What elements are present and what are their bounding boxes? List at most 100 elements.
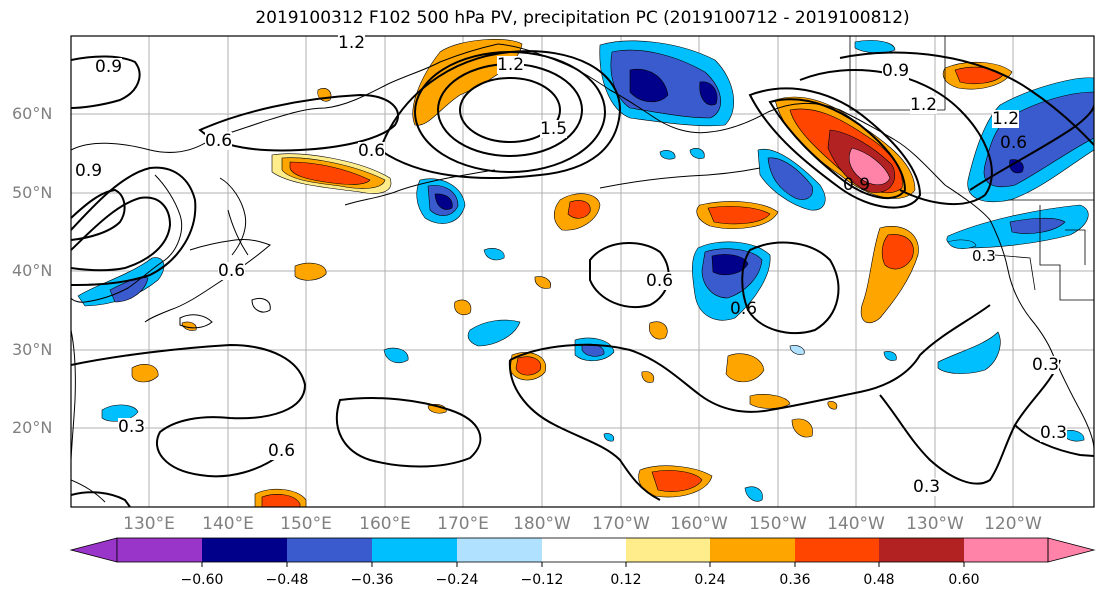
precip-shade: [454, 299, 472, 316]
lat-label: 20°N: [12, 418, 53, 437]
precip-shade: [649, 321, 668, 340]
plot-frame: [70, 35, 1095, 508]
pv-contour: [879, 359, 1061, 485]
precip-shade: [789, 345, 805, 355]
precip-shade: [749, 394, 791, 409]
map-title: 2019100312 F102 500 hPa PV, precipitatio…: [255, 8, 910, 28]
colorbar-tick-label: 0.12: [610, 572, 642, 588]
lon-label: 160°E: [359, 514, 411, 534]
precip-shade: [659, 150, 676, 160]
contour-label: 0.6: [358, 141, 386, 161]
coastlines: [71, 43, 1094, 503]
precip-shade: [711, 254, 749, 276]
contour-label: 1.5: [540, 119, 568, 139]
contour-label: 1.2: [910, 95, 938, 115]
pv-contour: [799, 69, 993, 206]
contour-label: 0.3: [913, 477, 941, 497]
pv-contour: [509, 304, 991, 413]
contour-label: 0.3: [972, 247, 996, 265]
precip-shade: [848, 147, 891, 186]
coastline: [144, 239, 271, 323]
pv-contour: [71, 188, 126, 241]
colorbar-segment: [117, 538, 202, 562]
contour-label: 1.2: [497, 55, 525, 75]
precip-negative-areas: [77, 40, 1094, 502]
pv-contour: [768, 98, 907, 199]
precip-shade: [534, 276, 551, 289]
pv-contour: [71, 491, 131, 507]
precip-shade: [1009, 217, 1066, 234]
lat-label: 30°N: [12, 340, 53, 359]
pv-contour: [198, 93, 400, 152]
lon-label: 160°W: [670, 514, 728, 534]
precip-shade: [629, 68, 669, 103]
colorbar-segment: [372, 538, 457, 562]
precip-shade: [289, 161, 371, 185]
pv-contour: [459, 77, 561, 143]
precip-shade: [641, 371, 655, 383]
colorbar-segment: [795, 538, 879, 562]
coastline: [71, 43, 499, 153]
coastline: [71, 329, 76, 461]
contour-label: 0.6: [1000, 133, 1028, 153]
precip-shade: [937, 331, 1001, 374]
precip-shade: [699, 81, 718, 106]
colorbar-extend-high: [1047, 537, 1096, 563]
colorbar-tick-label: −0.48: [265, 572, 309, 588]
coastline: [219, 177, 247, 256]
pv-contour: [71, 196, 172, 272]
contour-label: 0.9: [75, 161, 103, 181]
lon-label: 130°W: [906, 514, 964, 534]
pv-contour: [335, 397, 482, 468]
precip-shade: [515, 356, 542, 376]
colorbar-extend-low: [69, 537, 118, 563]
coastline: [344, 169, 496, 206]
contour-label: 0.9: [95, 57, 123, 77]
colorbar-tick-label: −0.60: [180, 572, 224, 588]
precip-shade: [483, 248, 505, 261]
colorbar: [69, 537, 1096, 567]
lon-label: 130°E: [123, 514, 175, 534]
precip-shade: [109, 277, 149, 303]
coastline: [71, 479, 106, 503]
pv-contour: [969, 104, 1094, 191]
pv-contour: [508, 359, 661, 501]
lon-label: 140°W: [827, 514, 885, 534]
colorbar-tick-label: 0.60: [948, 572, 980, 588]
lat-label: 40°N: [12, 261, 53, 280]
contour-label: 0.3: [1040, 423, 1068, 443]
colorbar-tick-label: 0.48: [863, 572, 895, 588]
colorbar-frame: [116, 537, 1049, 563]
contour-label: 0.9: [843, 175, 871, 195]
coastline: [599, 167, 761, 189]
precip-positive-areas: [131, 39, 1013, 507]
precip-shade: [603, 433, 615, 442]
lat-label: 50°N: [12, 183, 53, 202]
precip-shade: [854, 40, 896, 54]
precip-shade: [651, 470, 703, 492]
precip-shade: [467, 319, 521, 347]
precip-shade: [383, 347, 409, 363]
colorbar-segment: [457, 538, 542, 562]
contour-label: 1.2: [992, 109, 1020, 129]
precip-shade: [791, 418, 813, 438]
pv-contour: [748, 87, 922, 209]
contour-label: 0.6: [646, 271, 674, 291]
precip-shade: [767, 157, 813, 200]
precip-shade: [181, 321, 197, 331]
contour-label: 0.6: [730, 299, 758, 319]
precip-shade: [881, 234, 914, 270]
coastline: [497, 43, 1094, 451]
precip-shade: [101, 404, 139, 422]
precip-shade: [434, 193, 453, 210]
lat-label: 60°N: [12, 104, 53, 123]
colorbar-tick-label: −0.36: [350, 572, 394, 588]
contour-label: 1.2: [338, 33, 366, 53]
contour-label: 0.3: [1032, 355, 1060, 375]
colorbar-segment: [287, 538, 372, 562]
colorbar-segment: [964, 538, 1048, 562]
pv-contour: [71, 343, 307, 478]
colorbar-segment: [879, 538, 964, 562]
pv-contour: [71, 166, 197, 286]
colorbar-tick-label: 0.36: [779, 572, 811, 588]
